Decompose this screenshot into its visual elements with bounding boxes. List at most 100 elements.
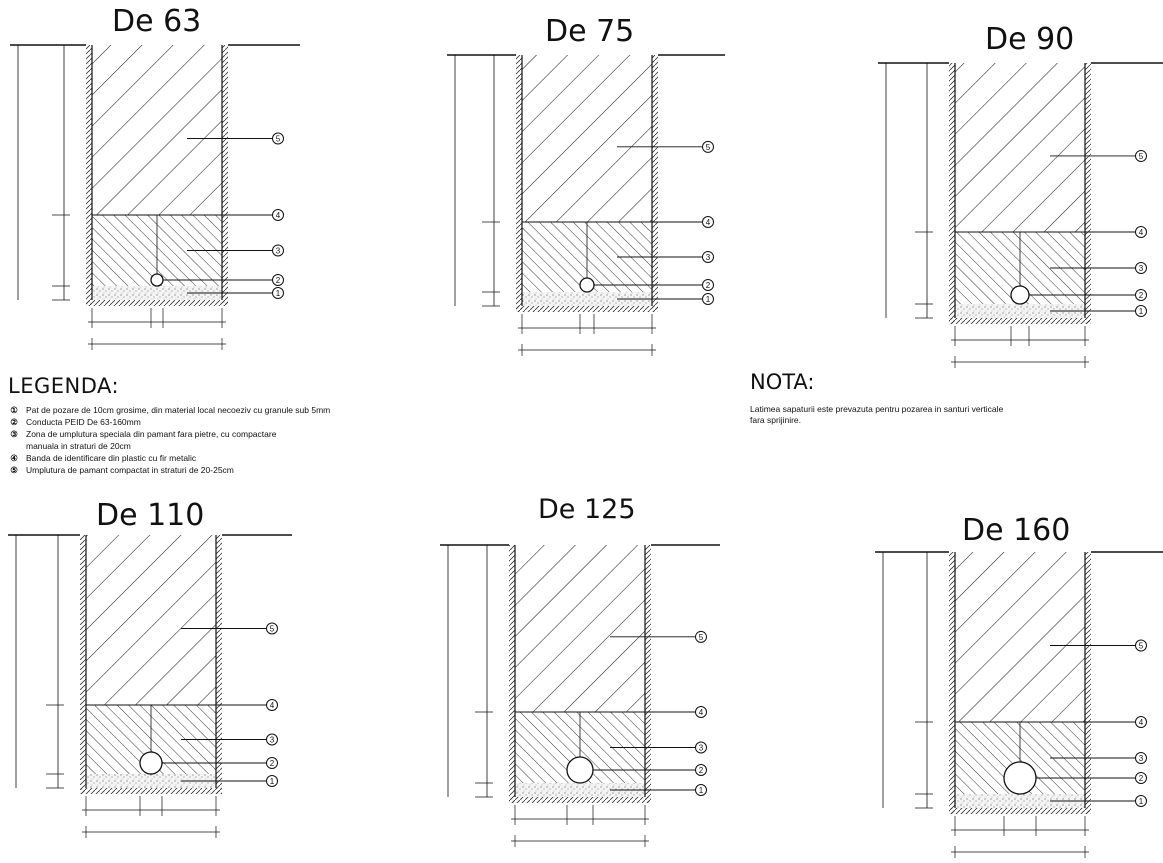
callout-number: 1 xyxy=(1139,307,1144,316)
callout-circle xyxy=(1135,772,1147,784)
callout-number: 4 xyxy=(706,218,711,227)
callout-number: 1 xyxy=(1139,797,1144,806)
callout-circle xyxy=(1135,752,1147,764)
trench-wall xyxy=(949,63,955,324)
callout-number: 5 xyxy=(706,143,711,152)
callout-number: 3 xyxy=(706,253,711,262)
callout-number: 1 xyxy=(699,786,704,795)
trench-floor xyxy=(86,300,228,306)
backfill-layer xyxy=(86,535,216,705)
callout-circle xyxy=(1135,289,1147,301)
pipe xyxy=(1003,761,1037,795)
trench-wall xyxy=(509,545,515,803)
pipe xyxy=(579,277,595,293)
trench-wall xyxy=(216,535,222,794)
callout-circle xyxy=(1135,639,1147,652)
legend-item: ② Conducta PEID De 63-160mm xyxy=(8,416,528,428)
callout-number: 4 xyxy=(1139,718,1144,727)
legend-number: ⑤ xyxy=(10,465,18,475)
callout-circle xyxy=(272,287,284,299)
callout-circle xyxy=(1135,262,1147,274)
legend-text: Umplutura de pamant compactat in stratur… xyxy=(26,465,234,475)
callout-circle xyxy=(266,757,278,769)
trench-wall xyxy=(222,45,228,306)
legend-item: ④ Banda de identificare din plastic cu f… xyxy=(8,452,528,464)
trench-wall xyxy=(645,545,651,803)
callout-circle xyxy=(695,764,707,776)
callout-circle xyxy=(272,132,284,145)
callout-number: 4 xyxy=(276,211,281,220)
callout-number: 5 xyxy=(276,135,281,144)
callout-number: 3 xyxy=(1139,754,1144,763)
callout-circle xyxy=(266,733,278,746)
callout-number: 2 xyxy=(1139,774,1144,783)
bedding-layer xyxy=(955,304,1085,318)
callout-circle xyxy=(695,784,707,796)
backfill-layer xyxy=(515,545,645,712)
trench-wall xyxy=(80,535,86,794)
legend-number: ③ xyxy=(10,429,18,439)
legend-text: Pat de pozare de 10cm grosime, din mater… xyxy=(26,405,331,415)
trench-floor xyxy=(509,797,651,803)
callout-number: 4 xyxy=(270,701,275,710)
bedding-layer xyxy=(86,774,216,788)
callout-circle xyxy=(1135,226,1147,238)
backfill-layer xyxy=(955,552,1085,722)
trench-section: 5 4 3 2 1 xyxy=(8,534,292,838)
legend-number: ② xyxy=(10,417,18,427)
legend-item: ① Pat de pozare de 10cm grosime, din mat… xyxy=(8,404,528,416)
trench-floor xyxy=(949,318,1091,324)
trench-wall xyxy=(1085,552,1091,814)
callout-circle xyxy=(272,209,284,221)
callout-number: 2 xyxy=(1139,291,1144,300)
callout-number: 5 xyxy=(1139,642,1144,651)
callout-circle xyxy=(695,630,707,643)
callout-number: 1 xyxy=(706,295,711,304)
callout-circle xyxy=(702,293,714,305)
trench-wall xyxy=(1085,63,1091,324)
callout-circle xyxy=(702,140,714,153)
callout-number: 3 xyxy=(276,247,281,256)
callout-number: 5 xyxy=(270,625,275,634)
drawing-title: De 110 xyxy=(96,498,205,533)
trench-wall xyxy=(86,45,92,306)
legend-number: ④ xyxy=(10,453,18,463)
callout-number: 1 xyxy=(276,289,281,298)
callout-circle xyxy=(695,706,707,718)
legend-item: ③ Zona de umplutura speciala din pamant … xyxy=(8,428,528,452)
callout-circle xyxy=(695,741,707,754)
bedding-layer xyxy=(955,794,1085,808)
callout-circle xyxy=(1135,716,1147,728)
bedding-layer xyxy=(92,286,222,300)
legend-title: LEGENDA: xyxy=(8,374,120,398)
callout-circle xyxy=(702,216,714,228)
callout-number: 3 xyxy=(270,736,275,745)
trench-section: 5 4 3 2 1 xyxy=(10,44,300,350)
backfill-layer xyxy=(522,55,652,222)
pipe xyxy=(139,751,163,775)
drawing-title: De 90 xyxy=(985,22,1075,57)
drawing-title: De 63 xyxy=(112,4,202,39)
trench-section: 5 4 3 2 1 xyxy=(447,54,725,356)
note-title: NOTA: xyxy=(750,370,815,394)
trench-wall xyxy=(652,55,658,312)
callout-number: 5 xyxy=(1139,152,1144,161)
pipe xyxy=(150,273,164,287)
callout-number: 4 xyxy=(1139,228,1144,237)
legend: LEGENDA: ① Pat de pozare de 10cm grosime… xyxy=(8,374,528,476)
trench-floor xyxy=(516,306,658,312)
callout-circle xyxy=(1135,149,1147,162)
trench-section: 5 4 3 2 1 xyxy=(440,544,720,847)
trench-wall xyxy=(516,55,522,312)
note-text: Latimea sapaturii este prevazuta pentru … xyxy=(750,404,1004,425)
callout-number: 2 xyxy=(276,276,281,285)
legend-text: Banda de identificare din plastic cu fir… xyxy=(26,453,197,463)
callout-number: 2 xyxy=(706,281,711,290)
legend-number: ① xyxy=(10,405,18,415)
callout-number: 1 xyxy=(270,777,275,786)
trench-floor xyxy=(949,808,1091,814)
callout-number: 2 xyxy=(270,759,275,768)
pipe xyxy=(566,756,594,784)
drawing-title: De 75 xyxy=(545,14,635,49)
